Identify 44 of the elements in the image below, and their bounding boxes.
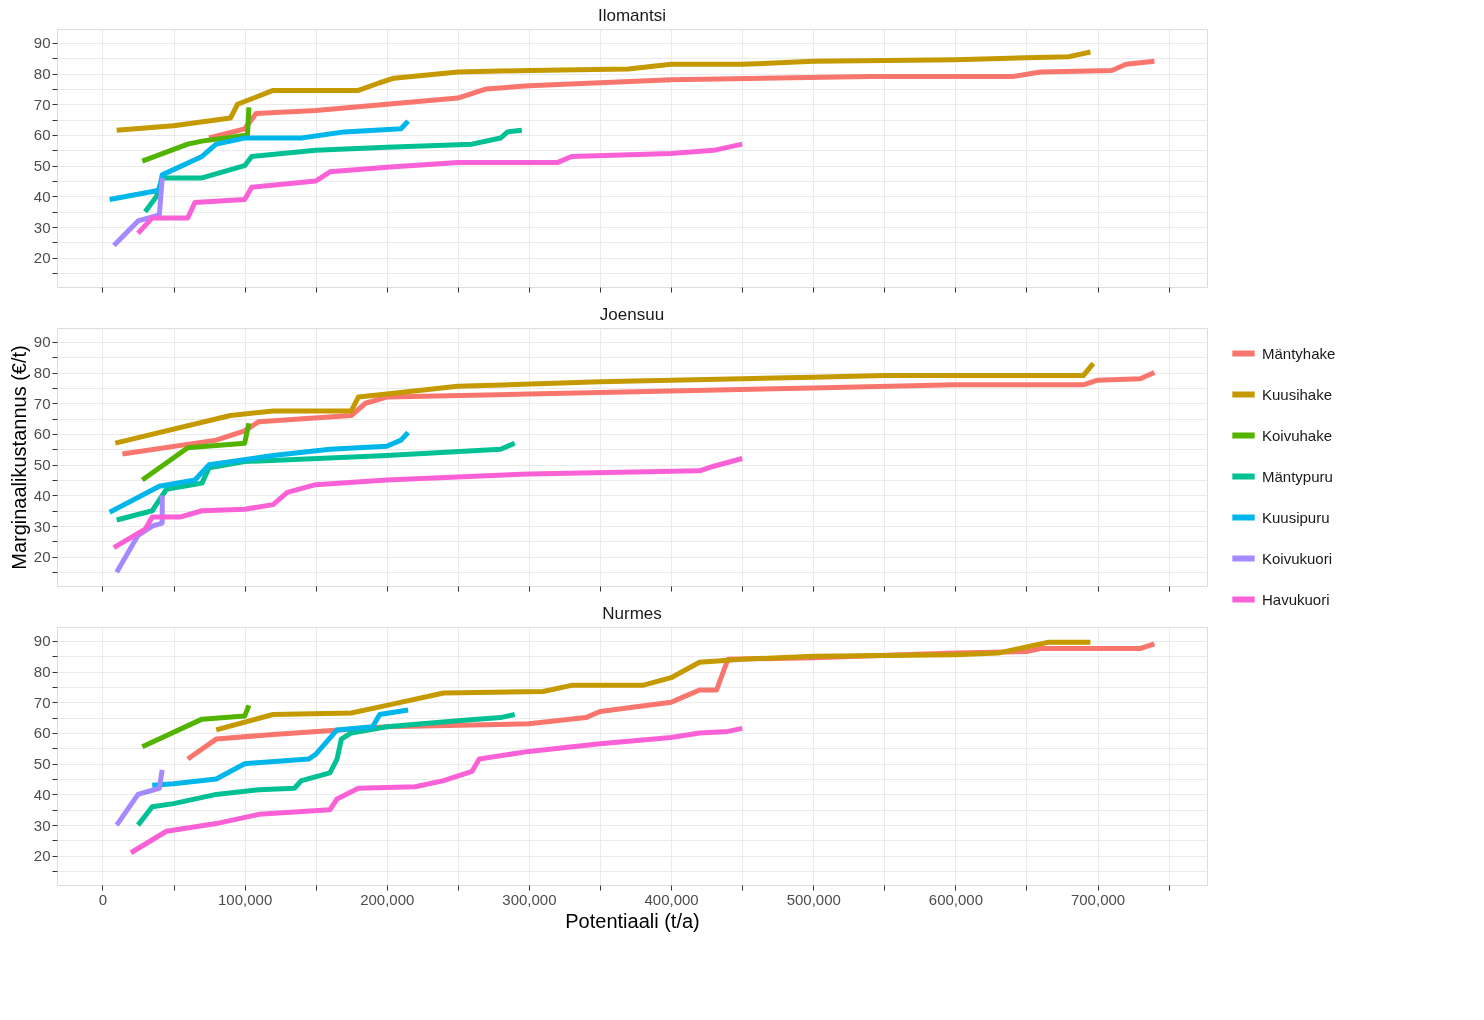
x-tick-label: 500,000 <box>786 890 841 908</box>
x-tick-label: 100,000 <box>218 890 273 908</box>
y-tick-label: 20 <box>33 249 51 267</box>
legend-label: Koivukuori <box>1262 549 1333 567</box>
chart-title: Ilomantsi <box>597 6 667 25</box>
y-tick-label: 50 <box>33 456 51 474</box>
y-tick-label: 60 <box>33 425 51 443</box>
legend-label: Kuusipuru <box>1262 508 1330 526</box>
y-axis-title: Marginaalikustannus (€/t) <box>7 345 30 570</box>
y-tick-label: 70 <box>33 693 51 711</box>
y-tick-label: 70 <box>33 95 51 113</box>
x-tick-label: 600,000 <box>928 890 984 908</box>
chart-title: Joensuu <box>599 305 665 324</box>
legend-label: Mäntyhake <box>1262 344 1336 362</box>
y-tick-label: 40 <box>33 187 51 205</box>
y-tick-label: 70 <box>33 394 51 412</box>
y-tick-label: 80 <box>33 65 51 83</box>
x-tick-label: 400,000 <box>644 890 699 908</box>
x-tick-label: 300,000 <box>502 890 557 908</box>
chart-title: Nurmes <box>602 604 662 623</box>
y-tick-label: 30 <box>33 218 51 236</box>
y-tick-label: 60 <box>33 724 51 742</box>
legend-label: Havukuori <box>1262 590 1330 608</box>
y-tick-label: 20 <box>33 847 51 865</box>
y-tick-label: 20 <box>33 548 51 566</box>
x-axis-title: Potentiaali (t/a) <box>565 909 700 932</box>
y-tick-label: 40 <box>33 486 51 504</box>
x-tick-label: 200,000 <box>360 890 415 908</box>
y-tick-label: 90 <box>33 632 51 650</box>
y-tick-label: 90 <box>33 34 51 52</box>
y-tick-label: 80 <box>33 364 51 382</box>
y-tick-label: 60 <box>33 126 51 144</box>
y-tick-label: 30 <box>33 517 51 535</box>
legend-label: Kuusihake <box>1262 385 1333 403</box>
y-tick-label: 50 <box>33 755 51 773</box>
legend-label: Koivuhake <box>1262 426 1333 444</box>
y-tick-label: 90 <box>33 333 51 351</box>
y-tick-label: 30 <box>33 816 51 834</box>
x-tick-label: 0 <box>98 890 108 908</box>
y-tick-label: 50 <box>33 157 51 175</box>
legend-label: Mäntypuru <box>1262 467 1333 485</box>
x-tick-label: 700,000 <box>1070 890 1126 908</box>
y-tick-label: 40 <box>33 785 51 803</box>
y-tick-label: 80 <box>33 663 51 681</box>
